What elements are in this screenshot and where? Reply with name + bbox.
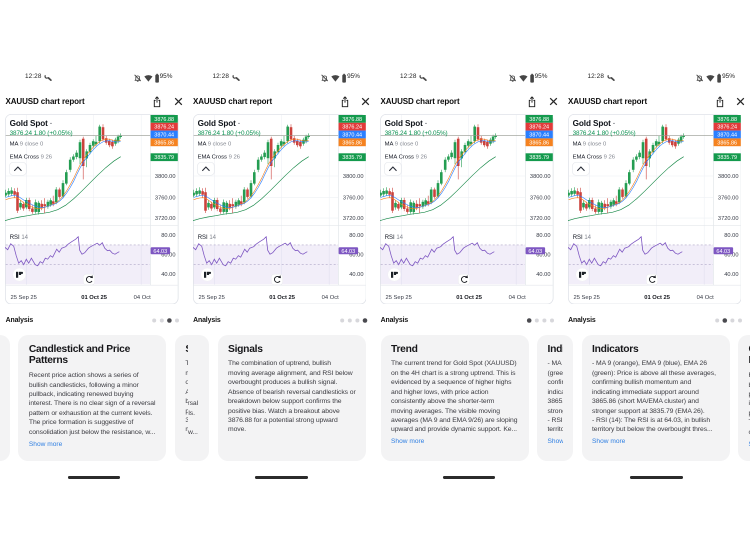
svg-text:3876.24: 3876.24 [155,124,175,130]
svg-text:MA 9 close 0: MA 9 close 0 [385,141,419,147]
svg-text:3876.88: 3876.88 [530,117,550,123]
svg-text:3876.88: 3876.88 [155,117,175,123]
svg-text:3835.79: 3835.79 [717,155,737,161]
svg-text:Gold Spot ·: Gold Spot · [572,119,615,128]
svg-text:EMA Cross 9 26: EMA Cross 9 26 [572,154,615,160]
svg-text:Gold Spot ·: Gold Spot · [385,119,428,128]
svg-text:Gold Spot ·: Gold Spot · [197,119,240,128]
svg-text:3876.24 1.80 (+0.05%): 3876.24 1.80 (+0.05%) [572,130,635,137]
svg-text:3720.00: 3720.00 [718,216,739,222]
svg-text:3865.86: 3865.86 [155,140,175,146]
svg-text:Gold Spot ·: Gold Spot · [10,119,53,128]
svg-text:3876.24 1.80 (+0.05%): 3876.24 1.80 (+0.05%) [197,130,260,137]
svg-text:25 Sep 25: 25 Sep 25 [198,295,224,301]
svg-text:RSI 14: RSI 14 [385,235,404,241]
svg-text:3720.00: 3720.00 [530,216,551,222]
svg-text:01 Oct 25: 01 Oct 25 [82,295,108,301]
svg-text:3800.00: 3800.00 [155,174,176,180]
svg-text:3720.00: 3720.00 [155,216,176,222]
svg-text:3876.24: 3876.24 [530,124,550,130]
svg-text:04 Oct: 04 Oct [321,295,338,301]
svg-text:60.00: 60.00 [162,252,176,258]
svg-text:3800.00: 3800.00 [343,174,364,180]
svg-text:01 Oct 25: 01 Oct 25 [269,295,295,301]
svg-text:3870.44: 3870.44 [342,132,362,138]
svg-text:40.00: 40.00 [537,272,551,278]
svg-text:3760.00: 3760.00 [343,195,364,201]
svg-text:64.03: 64.03 [341,249,355,255]
svg-text:04 Oct: 04 Oct [509,295,526,301]
svg-text:3876.88: 3876.88 [342,117,362,123]
svg-text:3876.88: 3876.88 [717,117,737,123]
svg-text:25 Sep 25: 25 Sep 25 [386,295,412,301]
svg-text:MA 9 close 0: MA 9 close 0 [197,141,231,147]
svg-text:MA 9 close 0: MA 9 close 0 [10,141,44,147]
svg-text:3870.44: 3870.44 [155,132,175,138]
svg-text:3800.00: 3800.00 [718,174,739,180]
svg-text:3870.44: 3870.44 [530,132,550,138]
svg-text:80.00: 80.00 [537,233,551,239]
svg-text:80.00: 80.00 [349,233,363,239]
svg-text:01 Oct 25: 01 Oct 25 [644,295,670,301]
svg-text:3835.79: 3835.79 [530,155,550,161]
svg-text:3760.00: 3760.00 [530,195,551,201]
svg-text:EMA Cross 9 26: EMA Cross 9 26 [385,154,428,160]
svg-text:RSI 14: RSI 14 [10,235,29,241]
svg-text:3835.79: 3835.79 [342,155,362,161]
svg-text:60.00: 60.00 [537,252,551,258]
svg-text:64.03: 64.03 [154,249,168,255]
svg-text:RSI 14: RSI 14 [198,235,217,241]
svg-text:25 Sep 25: 25 Sep 25 [573,295,599,301]
svg-text:EMA Cross 9 26: EMA Cross 9 26 [197,154,240,160]
svg-text:25 Sep 25: 25 Sep 25 [11,295,37,301]
svg-text:40.00: 40.00 [349,272,363,278]
svg-text:3876.24 1.80 (+0.05%): 3876.24 1.80 (+0.05%) [10,130,73,137]
svg-text:3870.44: 3870.44 [717,132,737,138]
svg-text:RSI 14: RSI 14 [573,235,592,241]
svg-text:3876.24: 3876.24 [717,124,737,130]
svg-text:64.03: 64.03 [716,249,730,255]
svg-text:3865.86: 3865.86 [717,140,737,146]
svg-text:3876.24 1.80 (+0.05%): 3876.24 1.80 (+0.05%) [385,130,448,137]
svg-text:04 Oct: 04 Oct [134,295,151,301]
svg-text:3760.00: 3760.00 [155,195,176,201]
svg-text:3800.00: 3800.00 [530,174,551,180]
svg-text:01 Oct 25: 01 Oct 25 [457,295,483,301]
svg-text:64.03: 64.03 [529,249,543,255]
svg-text:60.00: 60.00 [349,252,363,258]
svg-text:3760.00: 3760.00 [718,195,739,201]
svg-text:40.00: 40.00 [724,272,738,278]
svg-text:80.00: 80.00 [724,233,738,239]
svg-text:3720.00: 3720.00 [343,216,364,222]
svg-text:60.00: 60.00 [724,252,738,258]
svg-text:MA 9 close 0: MA 9 close 0 [572,141,606,147]
svg-text:3876.24: 3876.24 [342,124,362,130]
svg-text:3865.86: 3865.86 [342,140,362,146]
svg-text:40.00: 40.00 [162,272,176,278]
svg-text:80.00: 80.00 [162,233,176,239]
svg-text:04 Oct: 04 Oct [696,295,713,301]
svg-text:3865.86: 3865.86 [530,140,550,146]
svg-text:3835.79: 3835.79 [155,155,175,161]
svg-text:EMA Cross 9 26: EMA Cross 9 26 [10,154,53,160]
